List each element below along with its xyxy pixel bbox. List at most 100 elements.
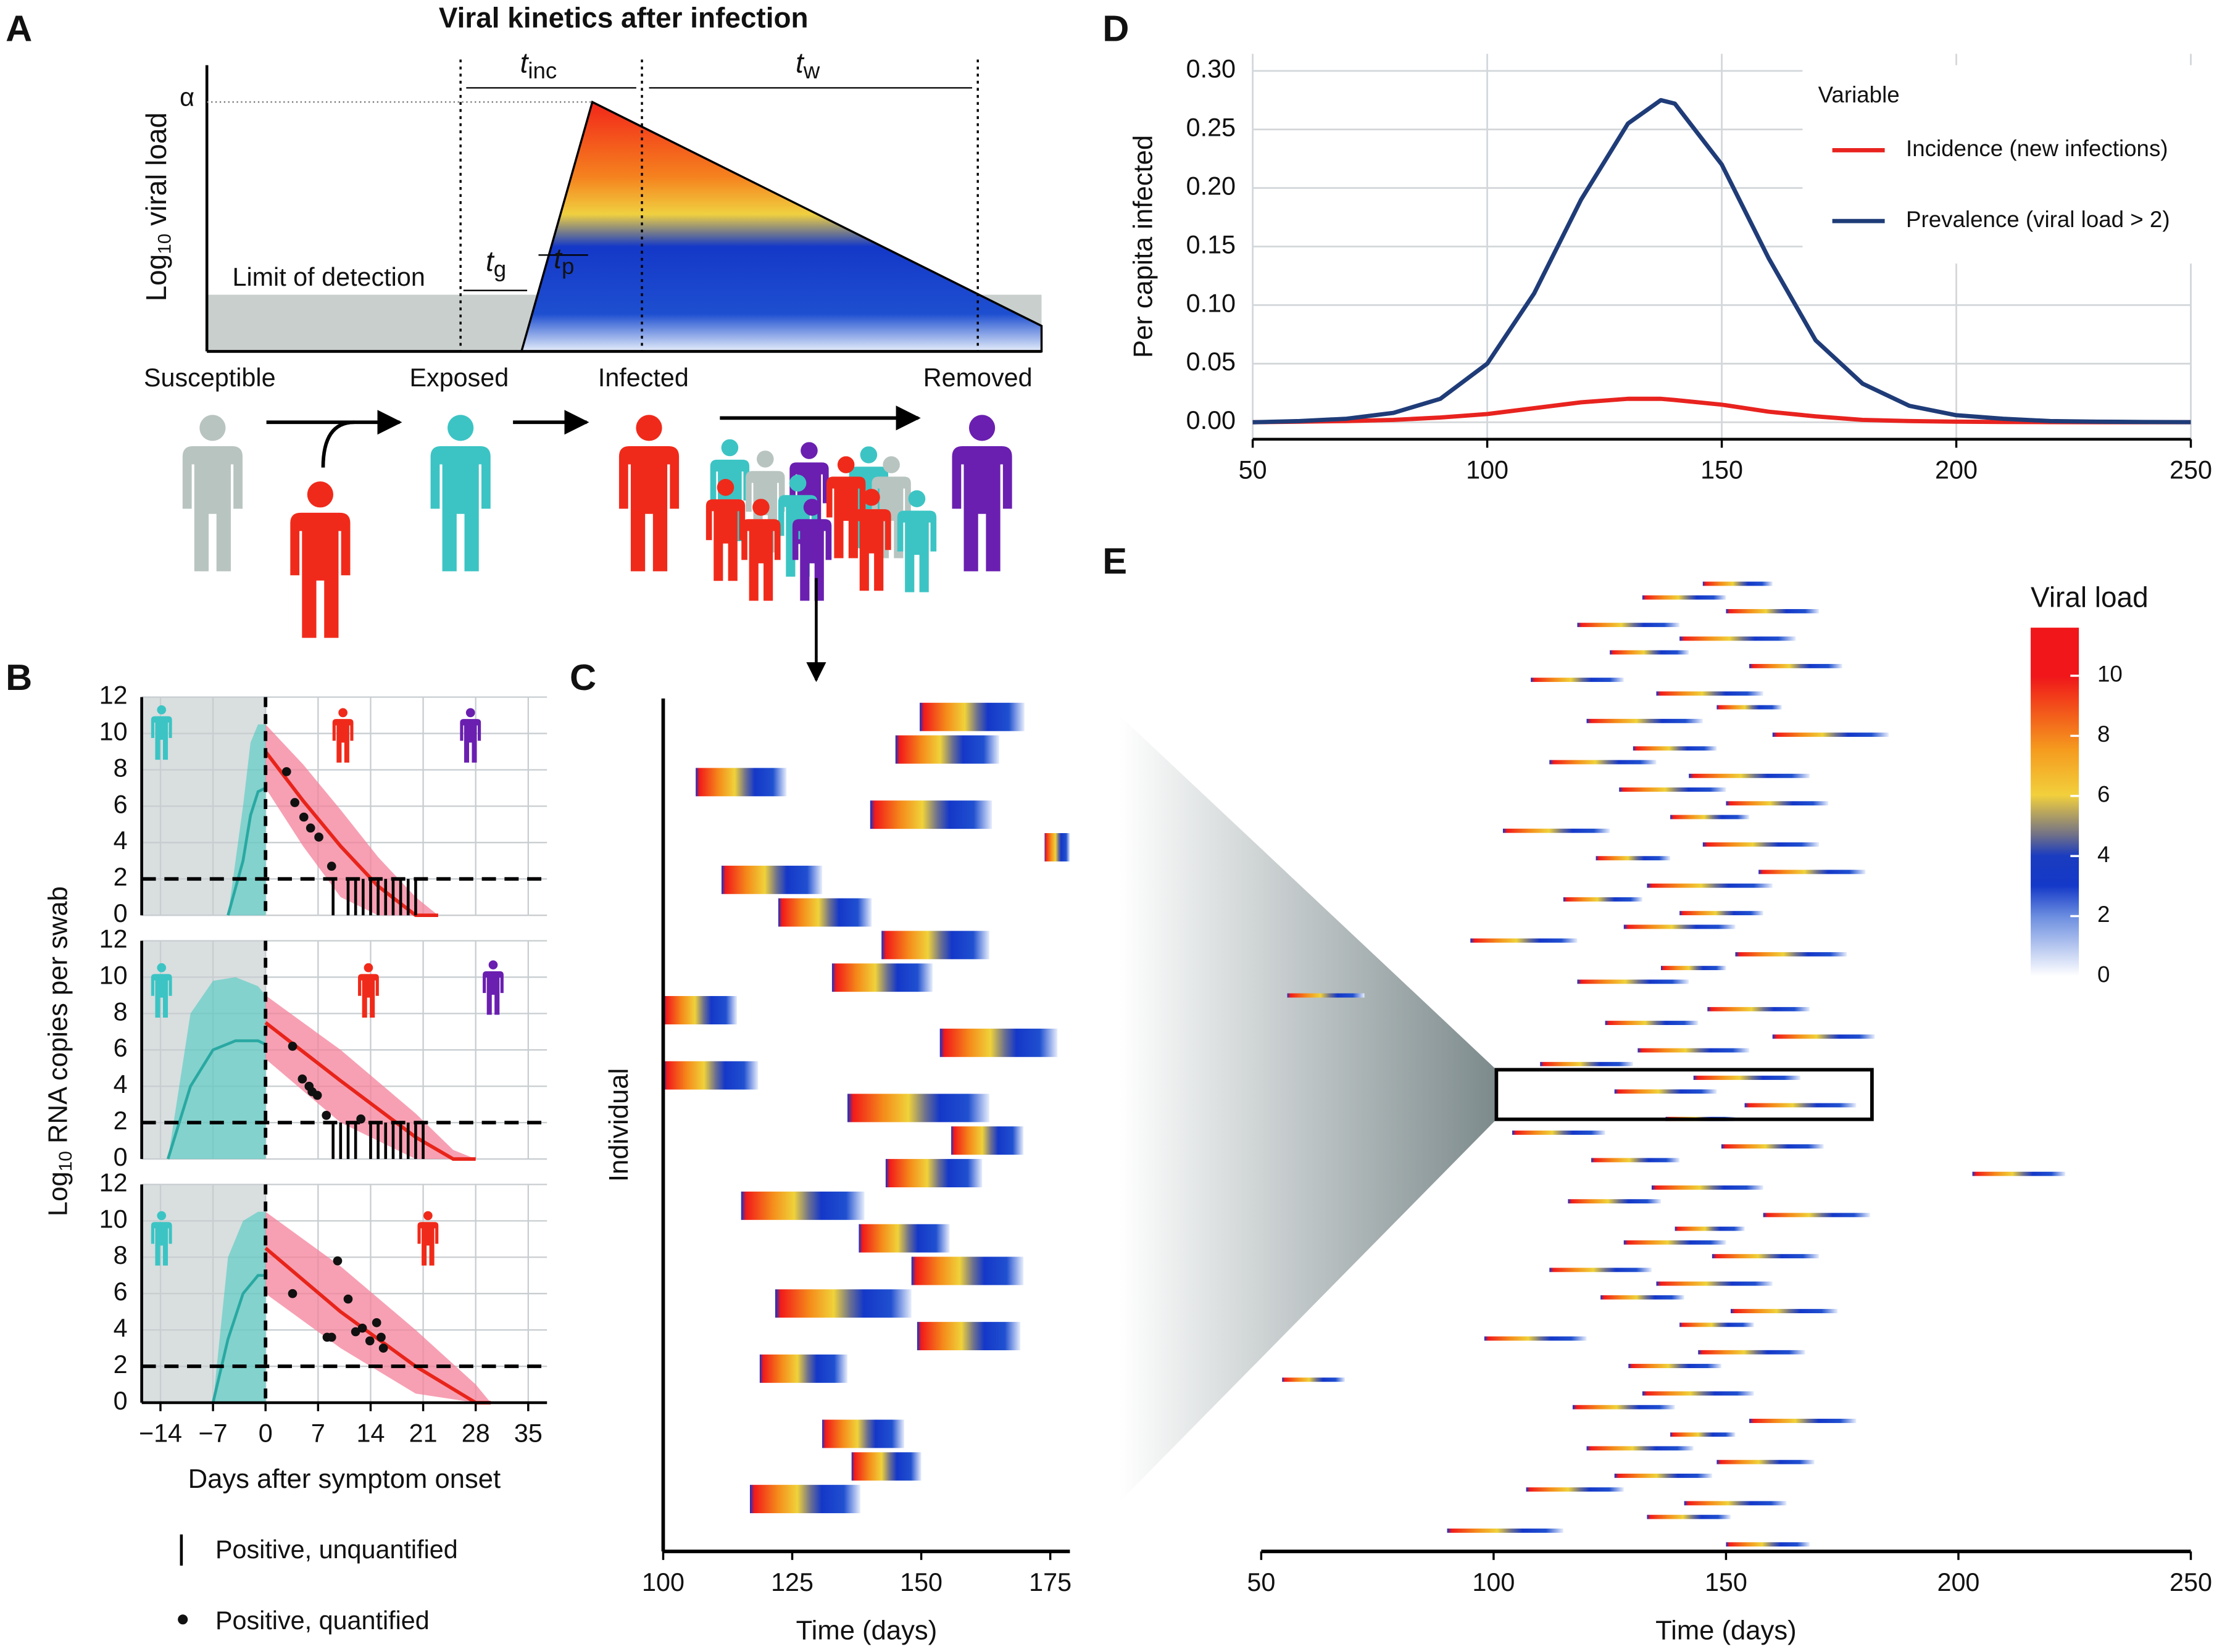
infection-bar [1675,1226,1745,1231]
infection-bar [1614,1089,1717,1094]
axis-label: Log10 RNA copies per swab [43,886,76,1216]
infection-bar [1484,1336,1587,1341]
infection-bar [1447,1528,1563,1533]
infection-bar [1568,1199,1661,1204]
infection-bar [1549,760,1657,765]
presymptom-band [228,724,266,916]
infection-bar [1656,1281,1773,1286]
infection-bar [1531,678,1624,683]
quantified-test [343,1294,353,1304]
infection-bar [1563,897,1642,902]
x-tick-label: 100 [1472,1568,1515,1596]
infection-bar [1726,608,1820,613]
y-tick-label: 0.20 [1186,172,1236,201]
infection-bar [1044,833,1070,861]
colorbar-tick-label: 2 [2097,902,2110,927]
quantified-test [322,1111,331,1120]
infection-bar [881,931,989,960]
postsymptom-band [265,1211,491,1403]
infection-bar [1600,1295,1684,1300]
x-axis-label: Days after symptom onset [188,1464,501,1494]
infection-bar [1287,993,1365,998]
quantified-test [327,1332,336,1342]
legend-title: Variable [1818,82,1900,107]
y-tick-label: 10 [99,717,128,745]
infection-bar [1586,718,1703,723]
infection-bar [1656,691,1763,696]
y-tick-label: 2 [114,863,128,891]
presymptom-band [168,977,266,1160]
infection-bar [759,1354,848,1383]
infection-bar [1577,979,1689,984]
infection-bar [1642,595,1726,600]
colorbar-title: Viral load [2031,581,2149,613]
infection-bar [1470,938,1578,943]
infection-bar [1540,1061,1633,1066]
quantified-test [306,823,315,833]
panel-label: C [570,657,596,698]
quantified-test [357,1323,367,1333]
infection-bar [1772,1034,1875,1039]
y-tick-label: 0 [114,1143,128,1171]
legend-label: Prevalence (viral load > 2) [1906,207,2170,232]
infection-bar [1623,924,1736,929]
y-label: Log10 viral load [140,112,175,301]
diagram-title: Viral kinetics after infection [439,1,809,33]
infection-bar [951,1126,1024,1155]
person-icon [182,415,243,571]
legend-background [1802,65,2204,264]
infection-bar [1619,787,1726,792]
person-icon [430,415,491,571]
person-icon [460,708,481,763]
label-part: Log [43,1171,73,1216]
alpha-label: α [180,83,194,112]
x-tick-label: 150 [1700,455,1743,484]
infection-bar [1502,828,1610,833]
x-tick-label: 200 [1935,455,1978,484]
presymptom-median [166,1039,267,1160]
panel-label: A [6,7,32,49]
infection-bar [831,963,933,992]
infection-bar [911,1256,1024,1285]
person-icon [332,708,354,763]
infection-bar [696,768,787,797]
infection-bar [1716,705,1782,710]
y-tick-label: 10 [99,1205,128,1233]
state-label: Exposed [409,363,509,392]
infection-bar [1698,1350,1805,1355]
highlight-box [1494,1068,1874,1121]
person-icon [483,960,504,1015]
x-tick-label: 200 [1937,1568,1979,1596]
arrow [321,420,355,468]
y-tick-label: 0 [114,1387,128,1415]
series-line [1252,98,2191,425]
infection-bar [1549,1268,1652,1272]
infection-bar [1679,1322,1754,1327]
x-tick-label: 0 [259,1419,273,1448]
infection-bar [1684,1501,1787,1506]
infection-bar [1577,623,1680,628]
y-tick-label: 0.05 [1186,347,1236,376]
x-tick-label: −14 [139,1419,182,1448]
y-tick-label: 0.00 [1186,406,1236,434]
interval-label: tinc [520,47,557,83]
quantified-test [372,1318,381,1327]
quantified-test [377,1332,386,1342]
infection-bar [1623,1240,1726,1245]
x-tick-label: 250 [2170,1568,2212,1596]
postsymptom-band [265,995,476,1160]
y-tick-label: 4 [114,826,128,855]
infection-bar [1526,1487,1624,1492]
x-tick-label: 100 [642,1568,684,1596]
infection-bar [1596,856,1671,861]
colorbar-tick-label: 8 [2097,721,2110,747]
infection-bar [1614,1473,1712,1478]
infection-bar [1702,581,1773,586]
infection-bar [1721,1144,1824,1149]
infection-bar [1712,1254,1820,1259]
y-axis-label: Per capita infected [1129,135,1159,358]
infection-bar [1749,1419,1857,1423]
infection-bar [1763,1213,1870,1218]
y-tick-label: 0 [114,899,128,928]
quantified-test [333,1256,343,1266]
